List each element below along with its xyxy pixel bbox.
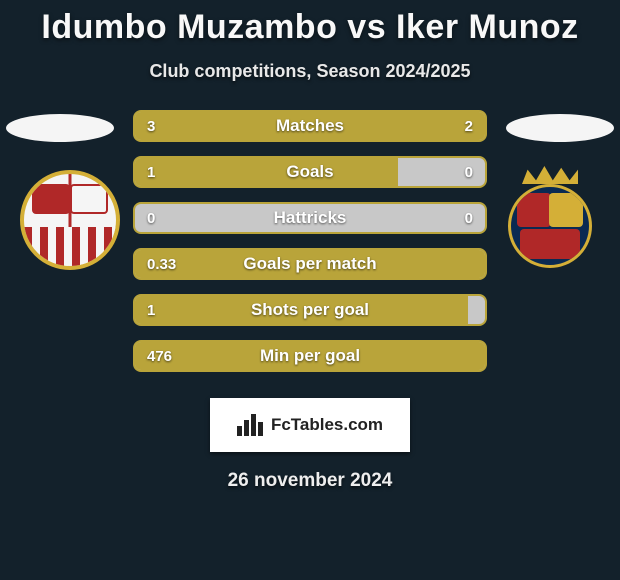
stat-row: Min per goal476 <box>135 342 485 370</box>
comparison-chart: Matches32Goals10Hattricks00Goals per mat… <box>0 112 620 392</box>
bar-left-fill <box>135 250 485 278</box>
club-badge-right <box>500 170 600 270</box>
stat-label: Hattricks <box>135 204 485 232</box>
stat-row: Matches32 <box>135 112 485 140</box>
stat-value-right: 0 <box>465 158 473 186</box>
page-subtitle: Club competitions, Season 2024/2025 <box>0 61 620 82</box>
stat-value-left: 0 <box>147 204 155 232</box>
osasuna-crest-icon <box>500 170 600 270</box>
branding-text: FcTables.com <box>271 415 383 435</box>
player-right-silhouette <box>506 114 614 142</box>
stat-bars: Matches32Goals10Hattricks00Goals per mat… <box>135 112 485 388</box>
stat-row: Goals10 <box>135 158 485 186</box>
page-title: Idumbo Muzambo vs Iker Munoz <box>0 0 620 47</box>
player-left-silhouette <box>6 114 114 142</box>
bar-left-fill <box>135 296 468 324</box>
sevilla-crest-icon <box>20 170 120 270</box>
bar-right-fill <box>345 112 485 140</box>
branding-badge: FcTables.com <box>210 398 410 452</box>
stat-row: Hattricks0 0 <box>135 204 485 232</box>
stat-value-right: 0 <box>465 204 473 232</box>
bars-icon <box>237 414 265 436</box>
date-label: 26 november 2024 <box>0 470 620 492</box>
bar-left-fill <box>135 158 398 186</box>
club-badge-left <box>20 170 120 270</box>
stat-row: Goals per match0.33 <box>135 250 485 278</box>
bar-left-fill <box>135 342 485 370</box>
bar-left-fill <box>135 112 345 140</box>
stat-row: Shots per goal1 <box>135 296 485 324</box>
